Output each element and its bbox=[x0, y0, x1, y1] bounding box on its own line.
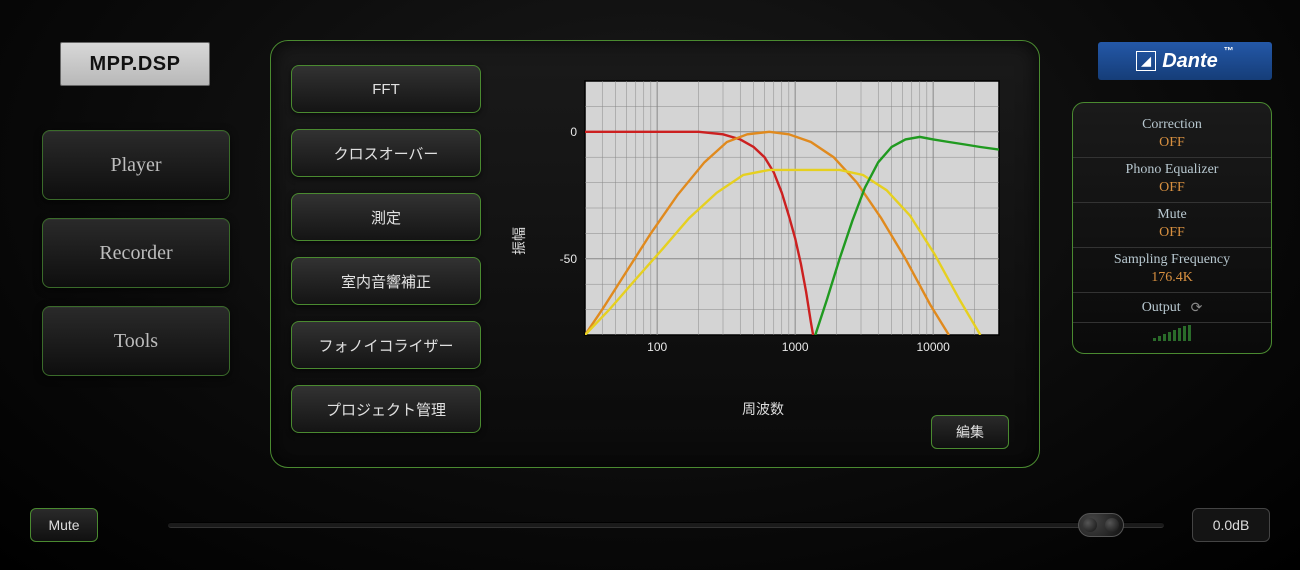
status-row-phono-eq: Phono Equalizer OFF bbox=[1073, 158, 1271, 203]
bottom-bar: Mute 0.0dB bbox=[0, 500, 1300, 550]
status-value: OFF bbox=[1085, 135, 1259, 151]
status-value: OFF bbox=[1085, 225, 1259, 241]
svg-text:100: 100 bbox=[647, 340, 667, 354]
status-panel: Correction OFF Phono Equalizer OFF Mute … bbox=[1072, 102, 1272, 354]
output-vu-meter bbox=[1153, 325, 1191, 341]
chart-ylabel: 振幅 bbox=[509, 227, 529, 255]
dante-icon: ◢ bbox=[1136, 51, 1156, 71]
status-row-correction: Correction OFF bbox=[1073, 113, 1271, 158]
status-label: Mute bbox=[1085, 207, 1259, 223]
svg-text:-50: -50 bbox=[560, 252, 578, 266]
mute-button[interactable]: Mute bbox=[30, 508, 98, 542]
player-button[interactable]: Player bbox=[42, 130, 230, 200]
status-label: Phono Equalizer bbox=[1085, 162, 1259, 178]
volume-slider[interactable] bbox=[168, 522, 1164, 528]
svg-text:10000: 10000 bbox=[916, 340, 950, 354]
edit-button[interactable]: 編集 bbox=[931, 415, 1009, 449]
svg-text:0: 0 bbox=[570, 125, 577, 139]
dante-tm: ™ bbox=[1224, 46, 1234, 57]
chart-svg: 100 1000 10000 -50 0 bbox=[539, 71, 1009, 371]
output-vu-wrap bbox=[1073, 323, 1271, 345]
status-row-sampling-frequency: Sampling Frequency 176.4K bbox=[1073, 248, 1271, 293]
svg-text:1000: 1000 bbox=[782, 340, 809, 354]
main-button-group: Player Recorder Tools bbox=[42, 130, 230, 376]
volume-thumb[interactable] bbox=[1078, 513, 1124, 537]
db-readout: 0.0dB bbox=[1192, 508, 1270, 542]
loop-icon[interactable]: ⟳ bbox=[1191, 299, 1203, 316]
status-label: Correction bbox=[1085, 117, 1259, 133]
status-value: OFF bbox=[1085, 180, 1259, 196]
dante-text: Dante bbox=[1162, 50, 1218, 73]
status-row-output: Output ⟳ bbox=[1073, 293, 1271, 323]
output-label: Output bbox=[1142, 300, 1181, 316]
tool-button-group: FFT クロスオーバー 測定 室内音響補正 フォノイコライザー プロジェクト管理 bbox=[291, 65, 481, 433]
status-label: Sampling Frequency bbox=[1085, 252, 1259, 268]
crossover-chart: 振幅 100100010000-500 周波数 bbox=[505, 71, 1021, 411]
recorder-button[interactable]: Recorder bbox=[42, 218, 230, 288]
fft-button[interactable]: FFT bbox=[291, 65, 481, 113]
status-row-mute: Mute OFF bbox=[1073, 203, 1271, 248]
app-title-text: MPP.DSP bbox=[90, 53, 181, 76]
room-correction-button[interactable]: 室内音響補正 bbox=[291, 257, 481, 305]
dante-badge: ◢ Dante ™ bbox=[1098, 42, 1272, 80]
measure-button[interactable]: 測定 bbox=[291, 193, 481, 241]
crossover-button[interactable]: クロスオーバー bbox=[291, 129, 481, 177]
center-panel: FFT クロスオーバー 測定 室内音響補正 フォノイコライザー プロジェクト管理… bbox=[270, 40, 1040, 468]
phono-eq-button[interactable]: フォノイコライザー bbox=[291, 321, 481, 369]
app-title: MPP.DSP bbox=[60, 42, 210, 86]
tools-button[interactable]: Tools bbox=[42, 306, 230, 376]
status-value: 176.4K bbox=[1085, 270, 1259, 286]
project-mgmt-button[interactable]: プロジェクト管理 bbox=[291, 385, 481, 433]
